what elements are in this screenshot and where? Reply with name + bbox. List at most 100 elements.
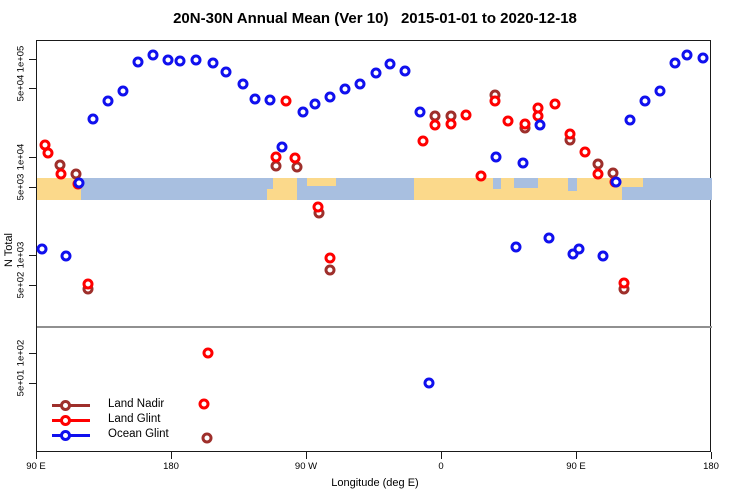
- data-point-ocean-glint: [370, 67, 382, 79]
- data-point-ocean-glint: [384, 58, 395, 70]
- map-ocean-notch: [266, 178, 273, 190]
- data-point-ocean-glint: [543, 232, 554, 244]
- x-tick-label: 90 E: [26, 461, 46, 472]
- y-tick: [29, 58, 36, 60]
- data-point-ocean-glint: [132, 56, 143, 68]
- x-tick-label: 0: [438, 461, 444, 472]
- data-point-land-glint: [82, 278, 94, 290]
- y-tick-label: 5e+03: [15, 173, 27, 200]
- data-point-ocean-glint: [339, 83, 350, 95]
- data-point-ocean-glint: [639, 95, 650, 107]
- data-point-land-nadir: [201, 432, 212, 444]
- data-point-land-nadir: [70, 168, 82, 180]
- data-point-land-glint: [55, 168, 67, 180]
- data-point-land-glint: [417, 135, 428, 147]
- data-point-land-glint: [532, 110, 544, 122]
- data-point-ocean-glint: [117, 85, 128, 97]
- map-ocean-notch: [493, 178, 501, 190]
- data-point-land-glint: [549, 98, 560, 110]
- data-point-land-glint: [312, 201, 323, 213]
- y-tick: [29, 284, 36, 286]
- y-tick: [29, 255, 36, 257]
- data-point-ocean-glint: [624, 114, 635, 126]
- data-point-ocean-glint: [309, 98, 320, 110]
- x-tick-label: 90 W: [294, 461, 318, 472]
- data-point-ocean-glint: [276, 141, 287, 153]
- x-tick-label: 180: [163, 461, 179, 472]
- data-point-land-glint: [579, 146, 590, 158]
- data-point-land-glint: [324, 252, 335, 264]
- data-point-land-glint: [592, 168, 604, 180]
- data-point-land-glint: [289, 152, 301, 164]
- data-point-ocean-glint: [207, 57, 218, 69]
- data-point-ocean-glint: [324, 91, 335, 103]
- plot-area: [36, 40, 712, 452]
- data-point-ocean-glint: [354, 78, 365, 90]
- data-point-land-glint: [202, 347, 214, 359]
- y-tick-label: 5e+01: [15, 369, 27, 396]
- data-point-ocean-glint: [87, 113, 98, 125]
- data-point-ocean-glint: [147, 49, 158, 61]
- data-point-ocean-glint: [517, 157, 529, 169]
- y-tick-label: 1e+05: [15, 45, 27, 73]
- data-point-ocean-glint: [510, 241, 521, 253]
- data-point-ocean-glint: [162, 54, 173, 66]
- data-point-land-glint: [502, 115, 514, 127]
- data-point-land-glint: [280, 95, 292, 107]
- x-axis-title: Longitude (deg E): [331, 477, 419, 489]
- data-point-land-glint: [618, 277, 629, 289]
- y-tick: [29, 156, 36, 158]
- data-point-ocean-glint: [573, 243, 584, 255]
- data-point-land-glint: [460, 109, 472, 121]
- data-point-land-glint: [475, 170, 487, 182]
- legend-line-ocean-glint: [52, 430, 90, 441]
- map-land-patch: [307, 178, 336, 186]
- data-point-ocean-glint: [669, 57, 680, 69]
- separator-line: [37, 326, 712, 329]
- data-point-land-glint: [270, 151, 281, 163]
- data-point-land-nadir: [324, 264, 335, 276]
- x-tick: [441, 452, 442, 459]
- data-point-land-glint: [489, 95, 500, 107]
- x-tick: [576, 452, 577, 459]
- world-map-band: [37, 178, 712, 201]
- data-point-ocean-glint: [399, 65, 410, 77]
- y-axis-title: N Total: [3, 232, 15, 268]
- data-point-ocean-glint: [610, 176, 622, 188]
- data-point-ocean-glint: [174, 55, 185, 67]
- y-tick: [29, 382, 36, 384]
- data-point-ocean-glint: [534, 119, 545, 131]
- y-tick-label: 5e+04: [15, 75, 27, 102]
- data-point-ocean-glint: [237, 78, 248, 90]
- data-point-ocean-glint: [36, 243, 47, 255]
- data-point-land-nadir: [592, 158, 604, 170]
- legend-line-land-glint: [52, 415, 90, 426]
- x-tick: [171, 452, 172, 459]
- data-point-land-glint: [198, 398, 209, 410]
- map-ocean-notch: [514, 178, 538, 188]
- y-tick: [29, 353, 36, 355]
- data-point-ocean-glint: [220, 66, 232, 78]
- data-point-ocean-glint: [414, 106, 425, 118]
- y-tick-label: 5e+02: [15, 271, 27, 298]
- data-point-ocean-glint: [264, 94, 275, 106]
- x-tick-label: 90 E: [566, 461, 586, 472]
- data-point-land-glint: [42, 147, 53, 159]
- data-point-ocean-glint: [654, 85, 665, 97]
- map-ocean-notch: [568, 178, 577, 192]
- legend-marker-ocean-glint: [60, 430, 71, 441]
- map-land-patch: [266, 178, 297, 201]
- x-tick-label: 180: [703, 461, 719, 472]
- legend-line-land-nadir: [52, 400, 90, 411]
- legend-label-ocean-glint: Ocean Glint: [108, 428, 169, 440]
- data-point-ocean-glint: [249, 93, 260, 105]
- x-tick: [711, 452, 712, 459]
- data-point-ocean-glint: [190, 54, 202, 66]
- map-land-patch: [622, 178, 643, 187]
- y-tick-label: 1e+03: [15, 241, 27, 269]
- data-point-ocean-glint: [490, 151, 502, 163]
- y-tick-label: 1e+02: [15, 339, 27, 367]
- y-tick: [29, 88, 36, 90]
- y-tick: [29, 186, 36, 188]
